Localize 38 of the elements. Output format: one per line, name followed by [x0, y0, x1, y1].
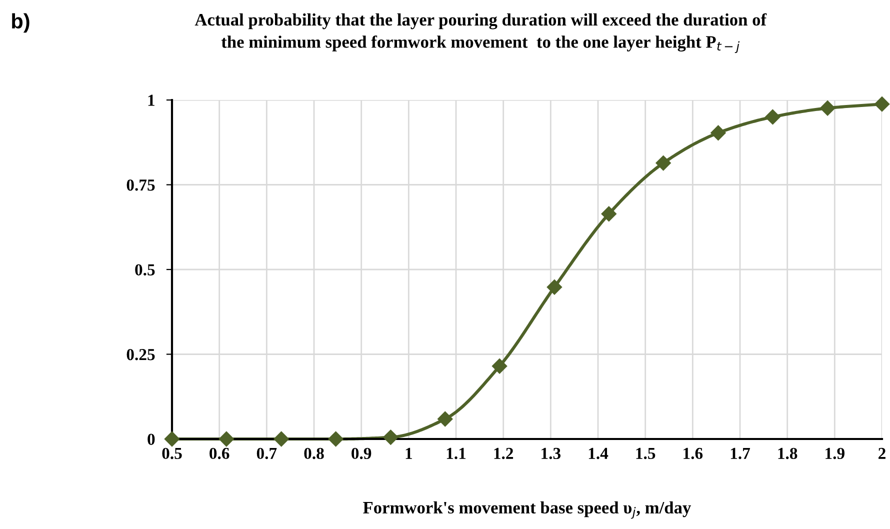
x-tick-label: 1.2 — [494, 448, 514, 460]
y-tick-label: 1 — [148, 94, 154, 106]
y-tick-label: 0.5 — [135, 264, 155, 276]
x-tick-label: 1.6 — [684, 448, 703, 460]
x-tick-label: 0.9 — [352, 448, 372, 460]
point — [492, 358, 508, 374]
point — [710, 125, 726, 140]
y-tick-label: 0.75 — [126, 179, 155, 191]
point — [820, 100, 836, 116]
x-tick-label: 1.9 — [826, 448, 844, 460]
x-tick-label: 0.6 — [210, 448, 230, 460]
point — [218, 431, 234, 447]
point — [546, 280, 562, 295]
x-tick-label: 1.7 — [730, 448, 750, 460]
x-tick-label: 0.7 — [256, 448, 277, 460]
x-tick-label: 0.8 — [304, 448, 324, 460]
x-tick-label: 1 — [406, 448, 412, 459]
x-tick-label: 1.1 — [446, 448, 466, 460]
point — [656, 155, 671, 171]
y-tick-label: 0.25 — [126, 348, 155, 360]
point — [328, 431, 344, 447]
x-axis-title: Formwork's movement base speed υ$_{j}$, m/day — [363, 501, 691, 519]
point — [765, 109, 780, 125]
x-tick-label: 1.5 — [636, 448, 656, 460]
text: b) — [12, 13, 30, 33]
point — [164, 431, 180, 447]
x-tick-label: 1.8 — [778, 448, 798, 460]
y-tick-label: 0 — [148, 434, 155, 445]
chart-title: Actual probability that the layer pouring duration will exceed the duration of the minimum speed formwork movement to the one layer height P$_{t−j}$ — [194, 13, 767, 54]
x-tick-label: 1.3 — [542, 448, 561, 460]
point — [274, 431, 289, 447]
point — [874, 96, 890, 112]
x-tick-label: 0.5 — [162, 448, 182, 460]
x-tick-label: 1.4 — [588, 448, 608, 460]
x-tick-label: 2 — [878, 448, 886, 459]
point — [383, 430, 398, 445]
point — [438, 411, 453, 427]
point — [601, 206, 616, 222]
